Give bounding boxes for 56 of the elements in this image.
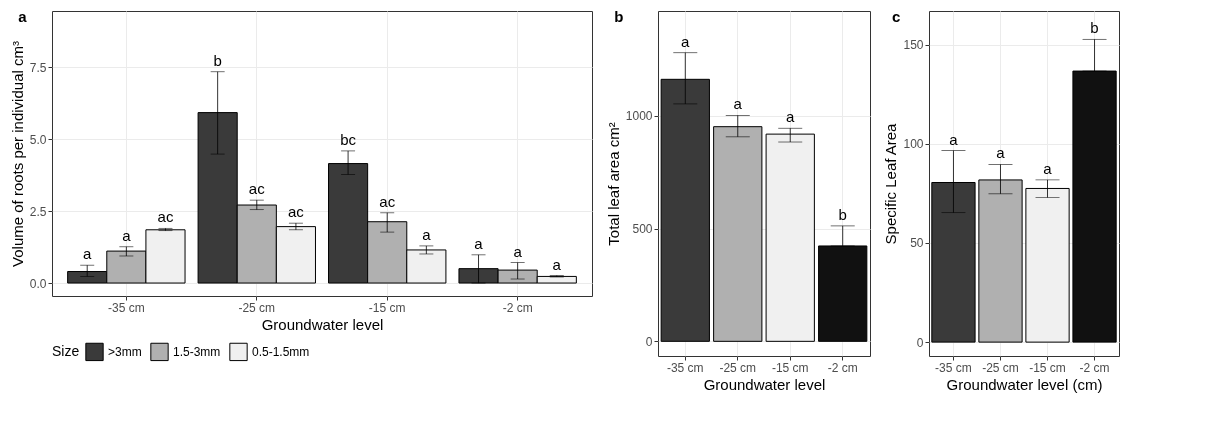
data-label: a xyxy=(681,32,691,50)
y-tick-label: 500 xyxy=(632,222,653,237)
data-label: a xyxy=(733,95,743,113)
x-axis-title: Groundwater level xyxy=(261,315,384,333)
data-label: a xyxy=(1043,159,1053,177)
data-label: ac xyxy=(248,180,266,198)
legend-title: Size xyxy=(52,343,80,359)
y-tick-label: 0 xyxy=(916,335,924,350)
chart-title: b xyxy=(614,8,624,25)
x-tick-label: -2 cm xyxy=(502,300,533,315)
x-tick-label: -25 cm xyxy=(719,360,757,375)
x-axis-title: Groundwater level xyxy=(703,375,826,393)
x-tick-label: -15 cm xyxy=(771,360,809,375)
y-axis-title: Specific Leaf Area xyxy=(882,122,900,245)
data-label: ac xyxy=(157,208,174,226)
data-label: ac xyxy=(287,203,305,221)
chart-title: a xyxy=(18,8,28,25)
x-tick-label: -15 cm xyxy=(1029,360,1066,375)
y-tick-label: 2.5 xyxy=(29,204,47,219)
data-label: a xyxy=(786,108,796,126)
x-tick-label: -15 cm xyxy=(368,300,406,315)
y-tick-label: 150 xyxy=(903,38,924,53)
data-label: b xyxy=(1090,19,1099,37)
data-label: a xyxy=(552,255,562,273)
data-label: b xyxy=(838,205,847,223)
x-tick-label: -35 cm xyxy=(935,360,972,375)
data-label: a xyxy=(513,242,523,260)
legend-label: 0.5-1.5mm xyxy=(252,344,310,359)
y-tick-label: 7.5 xyxy=(29,60,47,75)
data-label: a xyxy=(996,144,1006,162)
y-tick-label: 0.0 xyxy=(29,276,47,291)
data-label: a xyxy=(122,226,132,244)
y-tick-label: 0 xyxy=(645,334,653,349)
y-tick-label: 5.0 xyxy=(29,132,47,147)
x-tick-label: -25 cm xyxy=(982,360,1019,375)
x-axis-title: Groundwater level (cm) xyxy=(946,375,1103,393)
y-axis-title: Volume of roots per individual cm³ xyxy=(8,41,26,267)
data-label: a xyxy=(474,234,484,252)
y-tick-label: 1000 xyxy=(625,109,653,124)
data-label: a xyxy=(422,225,432,243)
x-tick-label: -35 cm xyxy=(666,360,704,375)
y-tick-label: 50 xyxy=(910,236,924,251)
x-tick-label: -35 cm xyxy=(108,300,145,315)
y-axis-title: Total leaf area cm² xyxy=(604,122,622,246)
y-tick-label: 100 xyxy=(903,137,924,152)
data-label: bc xyxy=(340,130,357,148)
data-label: a xyxy=(949,130,959,148)
legend-label: 1.5-3mm xyxy=(173,344,221,359)
data-label: a xyxy=(83,245,93,263)
x-tick-label: -2 cm xyxy=(1079,360,1110,375)
x-tick-label: -25 cm xyxy=(238,300,276,315)
data-label: ac xyxy=(379,192,396,210)
chart-title: c xyxy=(891,8,901,25)
legend-label: >3mm xyxy=(108,344,142,359)
data-label: b xyxy=(213,51,222,69)
x-tick-label: -2 cm xyxy=(827,360,858,375)
